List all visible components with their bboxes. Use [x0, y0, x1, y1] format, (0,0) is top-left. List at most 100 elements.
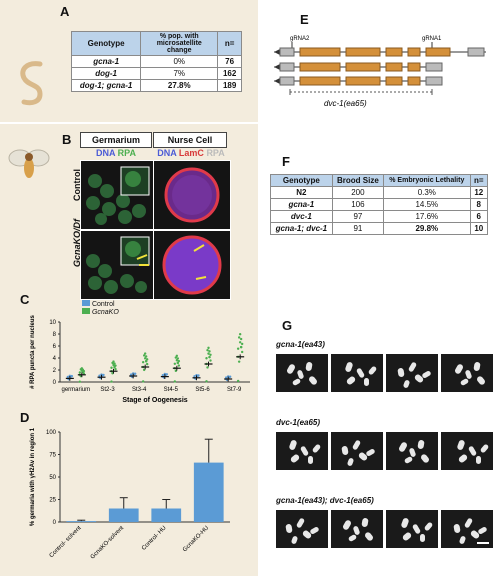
- header-genotype: Genotype: [70, 31, 142, 56]
- gene-diagram: gRNA2 gRNA1 dvc-1(ea65): [274, 36, 486, 108]
- micrograph-row-dvc: [276, 432, 496, 472]
- group-title-double: gcna-1(ea43); dvc-1(ea65): [276, 496, 374, 505]
- data-point: [197, 374, 200, 377]
- chromosome: [309, 526, 320, 535]
- chromosome: [285, 523, 293, 534]
- chromosome: [475, 375, 487, 386]
- data-point: [177, 364, 181, 367]
- cell-genotype: dog-1; gcna-1: [70, 79, 142, 92]
- bar: [66, 521, 97, 522]
- x-tick-label: St5-6: [195, 387, 210, 393]
- x-tick-label: GcnaKO-HU: [182, 525, 210, 553]
- y-tick-label: 4: [53, 356, 57, 362]
- y-tick-label: 10: [49, 320, 56, 326]
- x-axis-label: Stage of Oogenesis: [122, 397, 187, 404]
- y-tick-label: 0: [53, 380, 57, 386]
- transcript-1: [274, 47, 486, 57]
- nurse-stain-label: DNA LamC RPA: [153, 148, 229, 158]
- cell-value: 7%: [140, 67, 219, 80]
- panel-d-letter: D: [20, 410, 30, 425]
- fly-icon: [8, 149, 50, 178]
- chromosome: [363, 531, 375, 542]
- grna2-label: gRNA2: [290, 36, 310, 42]
- cell-n: 189: [217, 79, 242, 92]
- data-point: [110, 366, 113, 369]
- micrograph-germarium-mutant: [80, 230, 154, 300]
- y-tick-label: 100: [46, 430, 57, 436]
- header-n: n=: [217, 31, 242, 56]
- cell-value: 27.8%: [140, 79, 219, 92]
- header-lethality: % Embryonic Lethality: [383, 174, 471, 187]
- data-point: [177, 359, 181, 363]
- gamma-h2av-chart: 0 25 50 75 100 % germaria with γH2Av in regio…: [30, 427, 230, 561]
- data-point: [70, 374, 74, 378]
- stain-rpa: RPA: [117, 148, 137, 158]
- gene-label: dvc-1(ea65): [324, 99, 367, 108]
- transcript-2: [274, 62, 443, 72]
- chromosome-micrograph: [441, 510, 493, 548]
- y-axis-label: % germaria with γH2Av in region 1: [30, 427, 36, 526]
- data-point: [205, 380, 208, 383]
- data-point: [195, 374, 198, 377]
- table-row: gcna-1 106 14.5% 8: [270, 198, 489, 211]
- brood-size-table: Genotype Brood Size % Embryonic Lethalit…: [270, 174, 489, 235]
- panel-c-letter: C: [20, 292, 30, 307]
- data-point: [143, 357, 147, 360]
- chromosome: [288, 439, 298, 451]
- chromosome: [289, 453, 301, 464]
- bar: [151, 508, 182, 522]
- data-point: [112, 360, 115, 363]
- data-point: [143, 352, 147, 355]
- chromosome: [364, 378, 369, 386]
- cell-value: 0%: [140, 55, 219, 68]
- data-point: [144, 360, 148, 363]
- chromosome: [367, 365, 378, 376]
- chromosome: [453, 523, 461, 534]
- cell-genotype: gcna-1: [70, 55, 142, 68]
- data-point: [237, 360, 241, 363]
- y-tick-label: 75: [49, 453, 56, 459]
- data-point: [206, 348, 209, 352]
- data-point: [110, 380, 113, 383]
- chromosome-micrograph: [331, 354, 383, 392]
- data-point: [100, 373, 103, 376]
- chromosome-micrograph: [276, 510, 328, 548]
- data-point: [240, 342, 244, 346]
- chromosome: [423, 521, 434, 532]
- micrograph-nurse-mutant: [153, 230, 231, 300]
- data-point: [238, 341, 242, 344]
- chromosome: [473, 361, 481, 372]
- chromosome: [421, 370, 432, 379]
- data-point: [113, 362, 116, 365]
- data-point: [209, 353, 212, 356]
- chromosome: [479, 443, 490, 454]
- y-tick-label: 6: [53, 344, 57, 350]
- cell-n: 10: [469, 222, 489, 235]
- cell-lethality: 29.8%: [383, 222, 471, 235]
- legend-label-mutant: GcnaKO: [91, 309, 119, 316]
- cell-brood: 106: [331, 198, 385, 211]
- cell-brood: 200: [331, 186, 385, 199]
- data-point: [175, 354, 179, 358]
- stain-dna: DNA: [95, 148, 116, 158]
- data-point: [113, 365, 116, 369]
- y-tick-label: 25: [49, 498, 56, 504]
- chromosome-micrograph: [386, 510, 438, 548]
- data-point: [206, 366, 209, 369]
- chromosome: [458, 535, 467, 545]
- cell-n: 162: [217, 67, 242, 80]
- chromosome: [457, 453, 469, 464]
- data-point: [208, 355, 211, 359]
- x-tick-label: germarium: [61, 387, 90, 393]
- panel-a-letter: A: [60, 4, 70, 19]
- chromosome-micrograph: [331, 510, 383, 548]
- chromosome: [463, 517, 474, 529]
- stain-lamc: LamC: [178, 148, 204, 158]
- chromosome: [295, 517, 306, 529]
- microsatellite-table: Genotype % pop. with microsatellite chan…: [70, 31, 242, 92]
- worm-icon: [20, 61, 43, 106]
- data-point: [176, 357, 180, 360]
- x-tick-label: St2-3: [100, 387, 115, 393]
- transcript-3: [274, 76, 443, 86]
- cell-genotype: dvc-1: [270, 210, 333, 223]
